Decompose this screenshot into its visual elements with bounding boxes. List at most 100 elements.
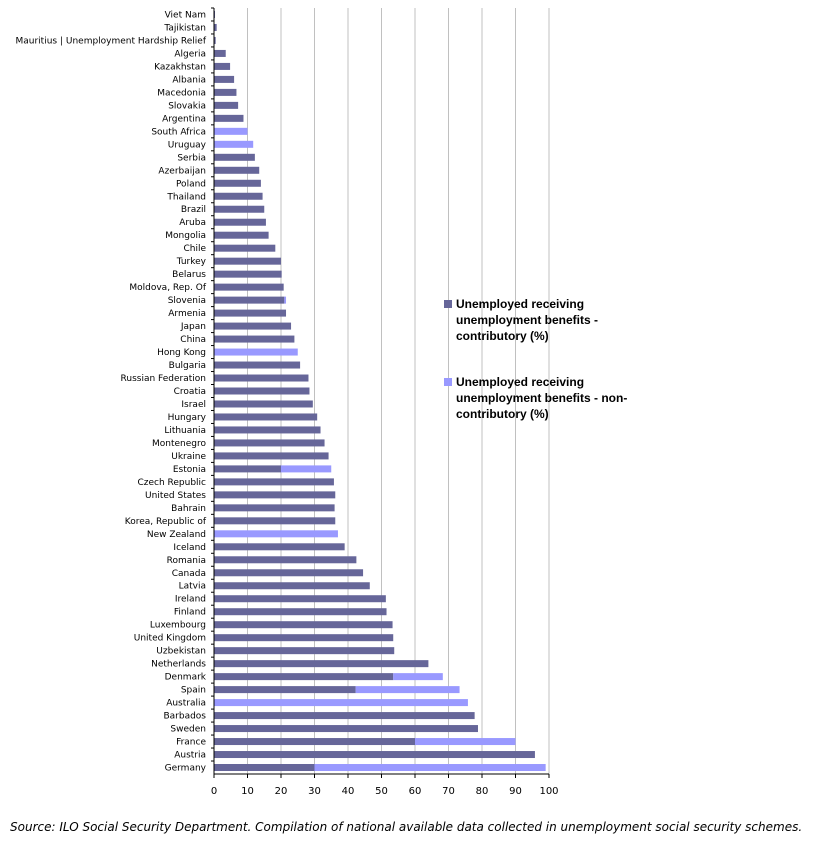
category-label: Tajikistan xyxy=(163,23,206,33)
category-label: Czech Republic xyxy=(137,478,206,488)
bar-contributory xyxy=(214,322,292,330)
category-label: Australia xyxy=(166,699,206,709)
legend-item-contributory: Unemployed receiving unemployment benefi… xyxy=(444,296,664,344)
bar-non-contributory xyxy=(214,127,248,135)
category-label: South Africa xyxy=(151,127,206,137)
bar-contributory xyxy=(214,270,282,278)
x-tick-label: 50 xyxy=(375,786,388,797)
category-label: United Kingdom xyxy=(134,634,206,644)
legend-swatch-non-contributory xyxy=(444,378,452,386)
bar-contributory xyxy=(214,621,393,629)
category-label: Germany xyxy=(165,764,207,774)
category-label: Uzbekistan xyxy=(156,647,206,657)
bar-contributory xyxy=(214,673,394,681)
bar-contributory xyxy=(214,179,261,187)
category-label: United States xyxy=(145,491,206,501)
x-tick-label: 80 xyxy=(476,786,489,797)
category-label: Uruguay xyxy=(168,140,207,150)
category-label: Argentina xyxy=(162,114,206,124)
category-label: Albania xyxy=(172,75,206,85)
category-label: Japan xyxy=(180,322,206,332)
category-label: Hungary xyxy=(168,413,207,423)
bar-non-contributory xyxy=(393,673,443,681)
bar-contributory xyxy=(214,452,329,460)
x-tick-label: 60 xyxy=(409,786,422,797)
category-label: Korea, Republic of xyxy=(125,517,207,527)
bar-contributory xyxy=(214,738,415,746)
category-label: Iceland xyxy=(173,543,206,553)
x-tick-labels: 0 10 20 30 40 50 60 70 80 90 100 xyxy=(211,786,559,797)
bar-contributory xyxy=(214,374,309,382)
bar-contributory xyxy=(214,192,263,200)
x-tick-label: 40 xyxy=(342,786,355,797)
x-tick-label: 70 xyxy=(442,786,455,797)
category-label: Lithuania xyxy=(164,426,206,436)
x-tick-label: 90 xyxy=(509,786,522,797)
category-label: Bulgaria xyxy=(169,361,206,371)
category-label: Brazil xyxy=(181,205,206,215)
category-label: Thailand xyxy=(166,192,206,202)
category-label: Montenegro xyxy=(152,439,206,449)
category-label: Turkey xyxy=(176,257,207,267)
category-label: Finland xyxy=(174,608,206,618)
axes xyxy=(211,7,550,778)
category-label: Algeria xyxy=(174,49,206,59)
bar-contributory xyxy=(214,231,269,239)
bar-contributory xyxy=(214,335,295,343)
category-label: Luxembourg xyxy=(150,621,206,631)
bar-contributory xyxy=(214,439,325,447)
bar-chart: Viet Nam Tajikistan Mauritius | Unemployme… xyxy=(16,7,559,797)
bar-contributory xyxy=(214,296,285,304)
bar-contributory xyxy=(214,686,356,694)
bar-contributory xyxy=(214,478,334,486)
category-label: Aruba xyxy=(179,218,206,228)
category-label: Spain xyxy=(181,686,206,696)
legend-swatch-contributory xyxy=(444,300,452,308)
category-label: Barbados xyxy=(163,712,206,722)
bar-contributory xyxy=(214,101,239,109)
legend-label-contributory: Unemployed receiving unemployment benefi… xyxy=(456,297,599,343)
bar-contributory xyxy=(214,36,216,44)
category-label: Slovenia xyxy=(168,296,206,306)
bar-non-contributory xyxy=(214,530,338,538)
bar-contributory xyxy=(214,387,310,395)
category-label: Austria xyxy=(174,751,206,761)
x-tick-label: 100 xyxy=(539,786,558,797)
bar-non-contributory xyxy=(214,348,298,356)
bar-contributory xyxy=(214,309,287,317)
category-labels: Viet Nam Tajikistan Mauritius | Unemployme… xyxy=(16,10,207,773)
x-tick-label: 0 xyxy=(211,786,217,797)
category-label: Slovakia xyxy=(168,101,206,111)
bar-contributory xyxy=(214,75,235,83)
category-label: Azerbaijan xyxy=(158,166,206,176)
category-label: Kazakhstan xyxy=(154,62,206,72)
category-label: Bahrain xyxy=(171,504,206,514)
x-tick-label: 10 xyxy=(241,786,254,797)
category-label: Russian Federation xyxy=(121,374,206,384)
bars xyxy=(214,10,546,772)
bar-contributory xyxy=(214,426,321,434)
bar-non-contributory xyxy=(355,686,460,694)
bar-contributory xyxy=(214,205,265,213)
legend-item-non-contributory: Unemployed receiving unemployment benefi… xyxy=(444,374,664,422)
bar-contributory xyxy=(214,660,429,668)
bar-contributory xyxy=(214,556,357,564)
bar-non-contributory xyxy=(214,140,254,148)
bar-contributory xyxy=(214,257,281,265)
category-label: Armenia xyxy=(168,309,206,319)
bar-contributory xyxy=(214,10,216,18)
category-label: Israel xyxy=(181,400,206,410)
category-label: France xyxy=(176,738,206,748)
bar-contributory xyxy=(214,504,335,512)
category-label: Estonia xyxy=(173,465,206,475)
bar-contributory xyxy=(214,218,266,226)
bar-contributory xyxy=(214,543,345,551)
bar-contributory xyxy=(214,751,535,759)
bar-non-contributory xyxy=(284,296,287,304)
bar-contributory xyxy=(214,582,370,590)
bar-contributory xyxy=(214,62,231,70)
bar-contributory xyxy=(214,413,318,421)
category-label: Romania xyxy=(167,556,206,566)
category-label: Mauritius | Unemployment Hardship Relief xyxy=(16,36,207,46)
bar-non-contributory xyxy=(314,764,546,772)
